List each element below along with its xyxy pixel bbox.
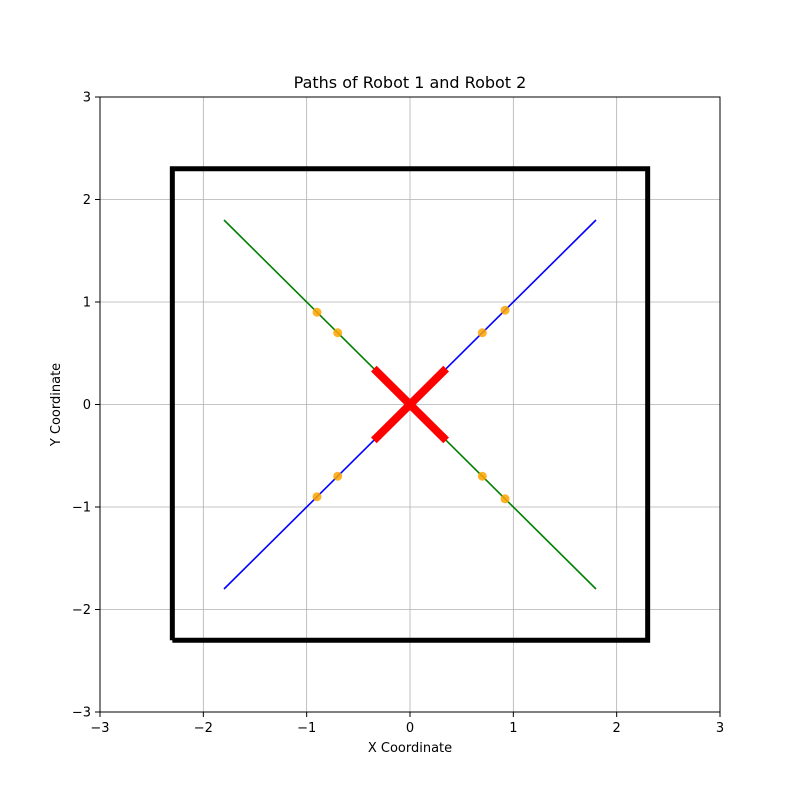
waypoint-dot	[477, 328, 487, 338]
chart-title: Paths of Robot 1 and Robot 2	[294, 73, 527, 92]
y-tick-label: 3	[83, 91, 91, 106]
y-tick-label: 2	[83, 193, 91, 208]
y-tick-label: −1	[72, 501, 91, 516]
waypoint-dot	[477, 471, 487, 481]
collision-marker-stroke-2	[371, 365, 449, 444]
tick-layer: −3 −2 −1 0 1 2 3 −3 −2 −1 0 1 2 3	[72, 91, 724, 737]
waypoint-dot	[333, 328, 343, 338]
boundary-layer	[169, 166, 651, 643]
x-tick-label: −3	[90, 721, 109, 736]
x-tick-label: 2	[613, 721, 621, 736]
waypoint-dot	[312, 307, 322, 317]
boundary-square	[169, 166, 651, 643]
y-axis-title: Y Coordinate	[49, 363, 64, 447]
x-tick-label: −1	[297, 721, 316, 736]
y-tick-label: −2	[72, 603, 91, 618]
waypoint-layer	[312, 305, 510, 504]
waypoint-dot	[500, 494, 510, 504]
waypoint-dot	[333, 471, 343, 481]
y-tick-label: −3	[72, 706, 91, 721]
x-axis-title: X Coordinate	[368, 741, 452, 756]
y-tick-label: 1	[83, 296, 91, 311]
waypoint-dot	[500, 305, 510, 315]
x-tick-label: 0	[406, 721, 414, 736]
y-tick-label: 0	[83, 398, 91, 413]
x-tick-label: 3	[716, 721, 724, 736]
collision-marker-layer	[371, 365, 449, 444]
x-tick-label: 1	[509, 721, 517, 736]
waypoint-dot	[312, 492, 322, 502]
x-tick-label: −2	[194, 721, 213, 736]
